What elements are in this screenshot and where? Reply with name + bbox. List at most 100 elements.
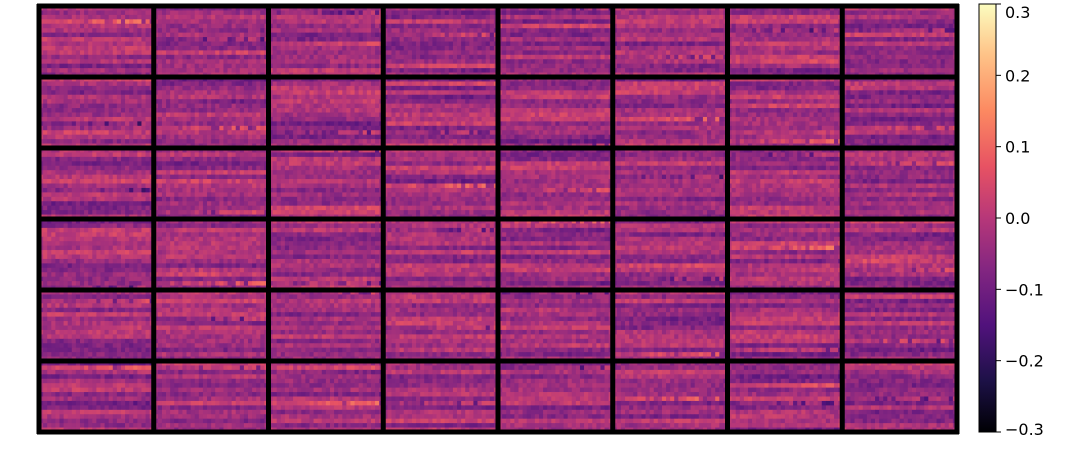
heatmap-cell (207, 99, 212, 105)
heatmap-cell (129, 23, 134, 29)
heatmap-cell (756, 37, 761, 42)
heatmap-cell (297, 121, 302, 127)
heatmap-cell (321, 103, 327, 109)
heatmap-cell (174, 23, 179, 29)
heatmap-cell (334, 85, 339, 91)
heatmap-cell (276, 68, 282, 73)
heatmap-cell (604, 37, 610, 42)
heatmap-cell (666, 41, 671, 47)
heatmap-cell (928, 32, 933, 38)
heatmap-cell (719, 37, 724, 42)
heatmap-cell (190, 19, 196, 25)
heatmap-cell (936, 68, 942, 73)
heatmap-cell (657, 32, 663, 38)
heatmap-cell (284, 139, 290, 144)
heatmap-cell (321, 116, 327, 122)
heatmap-cell (174, 139, 179, 144)
heatmap-cell (145, 54, 151, 60)
heatmap-cell (821, 50, 827, 56)
heatmap-cell (207, 41, 212, 47)
heatmap-cell (309, 90, 314, 96)
heatmap-cell (924, 50, 929, 56)
heatmap-cell (202, 130, 208, 136)
heatmap-cell (940, 37, 946, 42)
heatmap-cell (338, 50, 343, 56)
heatmap-cell (600, 41, 605, 47)
heatmap-cell (420, 10, 425, 16)
heatmap-cell (313, 59, 319, 65)
heatmap-cell (592, 32, 597, 38)
heatmap-cell (866, 63, 872, 69)
heatmap-cell (797, 50, 802, 56)
heatmap-cell (875, 41, 880, 47)
heatmap-cell (166, 90, 171, 96)
heatmap-cell (420, 14, 425, 20)
heatmap-cell (301, 28, 306, 34)
heatmap-cell (284, 94, 290, 100)
heatmap-cell (227, 130, 233, 136)
heatmap-cell (112, 99, 118, 105)
heatmap-cell (920, 19, 925, 25)
heatmap-cell (862, 41, 868, 47)
heatmap-cell (178, 68, 183, 73)
heatmap-cell (243, 59, 249, 65)
heatmap-cell (682, 14, 687, 20)
heatmap-cell (747, 68, 753, 73)
heatmap-cell (297, 99, 302, 105)
heatmap-cell (47, 94, 52, 100)
heatmap-cell (141, 139, 146, 144)
heatmap-cell (670, 14, 675, 20)
heatmap-cell (407, 63, 413, 69)
heatmap-cell (707, 37, 712, 42)
heatmap-cell (834, 19, 839, 25)
heatmap-cell (63, 14, 69, 20)
heatmap-cell (366, 108, 372, 113)
heatmap-cell (141, 134, 146, 140)
heatmap-cell (47, 32, 52, 38)
heatmap-cell (530, 68, 536, 73)
heatmap-cell (239, 63, 245, 69)
heatmap-cell (420, 23, 425, 29)
heatmap-cell (936, 41, 942, 47)
heatmap-cell (223, 50, 228, 56)
heatmap-cell (116, 112, 122, 118)
heatmap-cell (690, 19, 696, 25)
heatmap-cell (743, 45, 749, 51)
heatmap-cell (743, 50, 749, 56)
heatmap-cell (395, 37, 401, 42)
heatmap-cell (895, 63, 901, 69)
heatmap-cell (288, 63, 294, 69)
heatmap-cell (584, 50, 589, 56)
heatmap-cell (182, 103, 187, 109)
heatmap-cell (411, 10, 417, 16)
heatmap-cell (317, 37, 323, 42)
heatmap-cell (88, 41, 93, 47)
heatmap-cell (321, 63, 327, 69)
heatmap-cell (444, 50, 450, 56)
heatmap-cell (321, 10, 327, 16)
heatmap-cell (252, 103, 257, 109)
heatmap-cell (334, 54, 339, 60)
heatmap-cell (797, 59, 802, 65)
heatmap-cell (284, 103, 290, 109)
heatmap-cell (547, 23, 552, 29)
heatmap-cell (924, 19, 929, 25)
heatmap-cell (79, 14, 85, 20)
heatmap-cell (71, 90, 77, 96)
heatmap-cell (678, 23, 683, 29)
heatmap-cell (170, 121, 175, 127)
heatmap-cell (502, 10, 507, 16)
heatmap-cell (354, 59, 360, 65)
heatmap-cell (707, 23, 712, 29)
heatmap-cell (145, 85, 151, 91)
heatmap-cell (518, 41, 523, 47)
heatmap-cell (678, 14, 683, 20)
heatmap-cell (526, 32, 532, 38)
heatmap-cell (284, 125, 290, 131)
heatmap-cell (256, 19, 261, 25)
heatmap-cell (469, 28, 474, 34)
heatmap-cell (55, 23, 60, 29)
heatmap-cell (502, 63, 507, 69)
heatmap-cell (366, 81, 372, 87)
heatmap-cell (875, 50, 880, 56)
